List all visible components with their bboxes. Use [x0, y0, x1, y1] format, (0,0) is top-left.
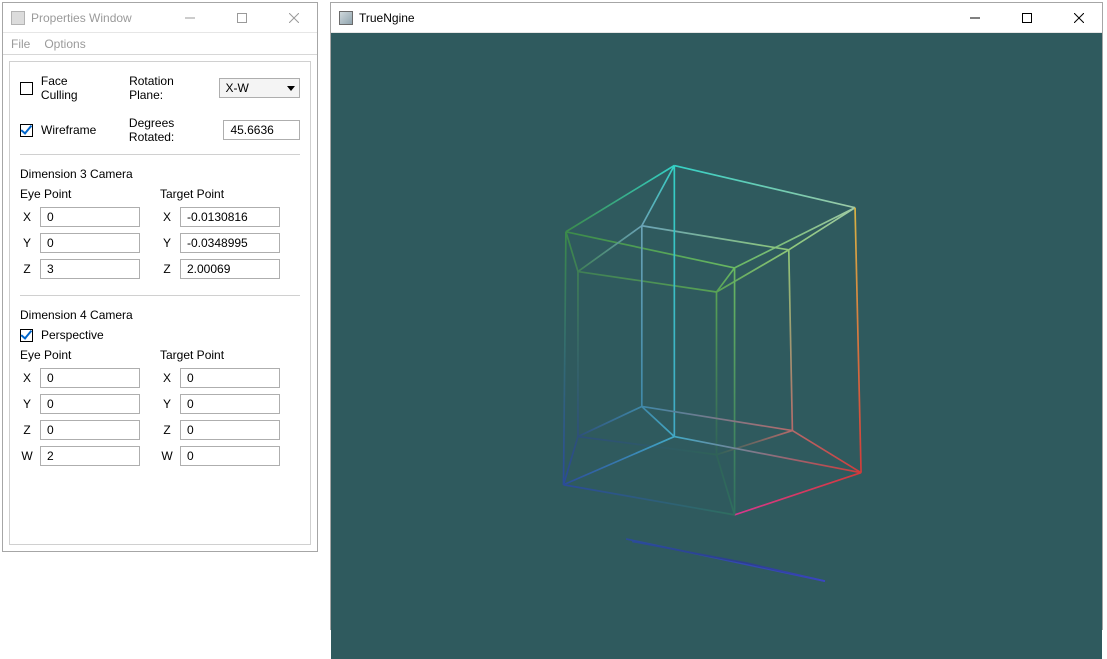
separator	[20, 154, 300, 155]
render-window: TrueNgine	[330, 2, 1103, 630]
render-viewport[interactable]	[331, 33, 1102, 659]
perspective-label: Perspective	[41, 328, 104, 342]
dim3-target-y[interactable]: -0.0348995	[180, 233, 280, 253]
degrees-rotated-field[interactable]: 45.6636	[223, 120, 300, 140]
chevron-down-icon	[287, 86, 295, 91]
properties-title: Properties Window	[31, 11, 132, 25]
dim4-eye-w[interactable]: 2	[40, 446, 140, 466]
rotation-plane-label: Rotation Plane:	[129, 74, 210, 102]
dim3-eye-z[interactable]: 3	[40, 259, 140, 279]
dim3-target-z[interactable]: 2.00069	[180, 259, 280, 279]
maximize-button[interactable]	[219, 3, 265, 33]
dim4-eye-y[interactable]: 0	[40, 394, 140, 414]
properties-panel: Face Culling Rotation Plane: X-W Wirefra…	[9, 61, 311, 545]
perspective-checkbox[interactable]	[20, 329, 33, 342]
dim4-eye-z[interactable]: 0	[40, 420, 140, 440]
dim3-target-header: Target Point	[160, 187, 280, 201]
properties-menubar: File Options	[3, 33, 317, 55]
close-button[interactable]	[1056, 3, 1102, 33]
dim3-title: Dimension 3 Camera	[20, 167, 300, 181]
dim4-eye-header: Eye Point	[20, 348, 140, 362]
separator	[20, 295, 300, 296]
dim4-target-x[interactable]: 0	[180, 368, 280, 388]
face-culling-checkbox[interactable]	[20, 82, 33, 95]
dim4-eye-x[interactable]: 0	[40, 368, 140, 388]
degrees-rotated-label: Degrees Rotated:	[129, 116, 216, 144]
rotation-plane-value: X-W	[226, 81, 249, 95]
dim3-eye-header: Eye Point	[20, 187, 140, 201]
rotation-plane-select[interactable]: X-W	[219, 78, 300, 98]
properties-window: Properties Window File Options Face Cull…	[2, 2, 318, 552]
app-icon	[339, 11, 353, 25]
minimize-button[interactable]	[167, 3, 213, 33]
dim4-target-y[interactable]: 0	[180, 394, 280, 414]
dim3-eye-y[interactable]: 0	[40, 233, 140, 253]
dim3-eye-x[interactable]: 0	[40, 207, 140, 227]
dim3-target-x[interactable]: -0.0130816	[180, 207, 280, 227]
dim4-title: Dimension 4 Camera	[20, 308, 300, 322]
app-icon	[11, 11, 25, 25]
menu-options[interactable]: Options	[44, 37, 85, 51]
wireframe-label: Wireframe	[41, 123, 96, 137]
maximize-button[interactable]	[1004, 3, 1050, 33]
render-title: TrueNgine	[359, 11, 415, 25]
dim4-target-w[interactable]: 0	[180, 446, 280, 466]
properties-titlebar[interactable]: Properties Window	[3, 3, 317, 33]
dim4-target-header: Target Point	[160, 348, 280, 362]
minimize-button[interactable]	[952, 3, 998, 33]
face-culling-label: Face Culling	[41, 74, 107, 102]
dim4-target-z[interactable]: 0	[180, 420, 280, 440]
render-titlebar[interactable]: TrueNgine	[331, 3, 1102, 33]
wireframe-checkbox[interactable]	[20, 124, 33, 137]
close-button[interactable]	[271, 3, 317, 33]
menu-file[interactable]: File	[11, 37, 30, 51]
